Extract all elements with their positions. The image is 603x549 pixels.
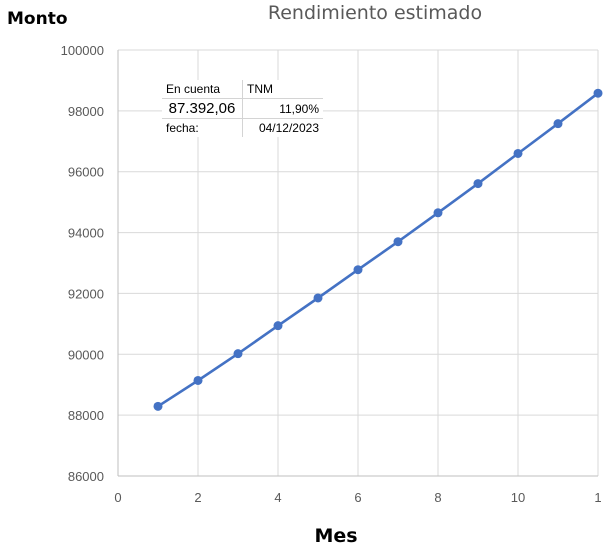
y-tick-labels: 86000 88000 90000 92000 94000 96000 98000 10000…	[61, 43, 104, 484]
y-tick-label: 86000	[68, 469, 104, 484]
data-point	[273, 321, 283, 331]
data-point	[193, 375, 203, 385]
x-axis-label: Mes	[314, 525, 357, 547]
info-date-label: fecha:	[162, 118, 243, 137]
x-tick-labels: 0 2 4 6 8 10 1	[114, 490, 601, 505]
x-tick-label: 10	[511, 490, 525, 505]
y-tick-label: 96000	[68, 165, 104, 180]
data-point	[593, 88, 603, 98]
info-table: En cuenta TNM 87.392,06 11,90% fecha: 04…	[162, 80, 323, 137]
x-tick-label: 4	[274, 490, 281, 505]
chart-title: Rendimiento estimado	[268, 2, 482, 24]
series-layer	[153, 88, 603, 411]
data-point	[393, 237, 403, 247]
y-tick-label: 98000	[68, 104, 104, 119]
data-point	[233, 349, 243, 359]
data-point	[153, 401, 163, 411]
x-tick-label: 6	[354, 490, 361, 505]
y-tick-label: 88000	[68, 408, 104, 423]
info-header-tnm: TNM	[242, 80, 323, 99]
x-tick-label: 1	[594, 490, 601, 505]
data-point	[553, 119, 563, 129]
data-point	[433, 208, 443, 218]
y-tick-label: 90000	[68, 347, 104, 362]
data-point	[513, 148, 523, 158]
axes	[117, 50, 598, 477]
x-tick-label: 0	[114, 490, 121, 505]
x-tick-label: 2	[194, 490, 201, 505]
y-tick-label: 100000	[61, 43, 104, 58]
series-line	[157, 92, 599, 408]
y-tick-label: 92000	[68, 286, 104, 301]
info-amount: 87.392,06	[162, 98, 243, 119]
data-point	[313, 293, 323, 303]
y-tick-label: 94000	[68, 226, 104, 241]
data-point	[473, 179, 483, 189]
y-axis-label: Monto	[7, 9, 68, 29]
info-date-value: 04/12/2023	[258, 121, 319, 135]
x-tick-label: 8	[434, 490, 441, 505]
data-point	[353, 265, 363, 275]
info-rate: 11,90%	[242, 98, 323, 119]
info-header-en-cuenta: En cuenta	[162, 80, 243, 99]
